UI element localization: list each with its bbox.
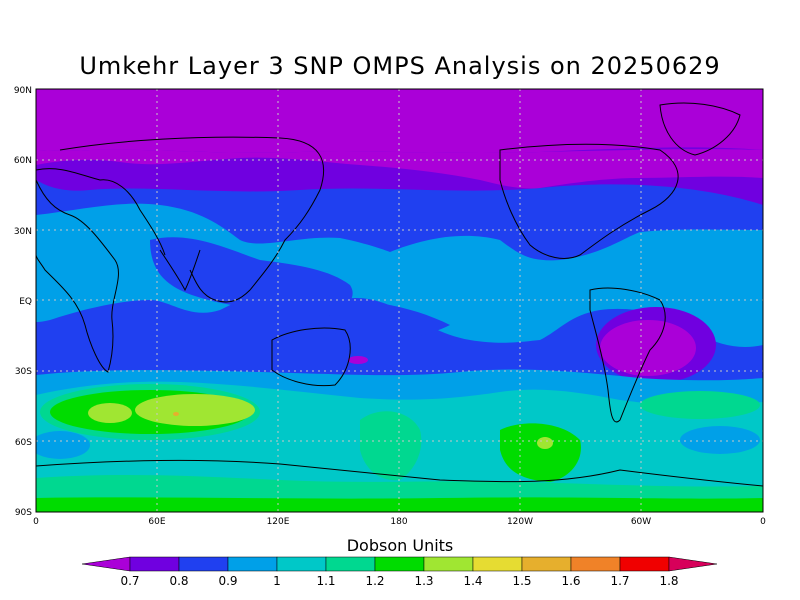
colorbar-swatch [325, 556, 376, 572]
coastlines [36, 102, 763, 487]
colorbar-label: 1.7 [610, 574, 629, 588]
y-axis: 90N 60N 30N EQ 30S 60S 90S [14, 86, 32, 518]
gridlines [36, 89, 763, 512]
x-tick-label: 180 [390, 517, 407, 527]
y-tick-label: EQ [19, 297, 32, 307]
colorbar-label: 1.2 [365, 574, 384, 588]
x-tick-label: 120W [507, 517, 533, 527]
colorbar-swatch [276, 556, 327, 572]
colorbar-swatch [178, 556, 229, 572]
y-tick-label: 30S [15, 367, 32, 377]
y-tick-label: 90N [14, 86, 32, 96]
colorbar-swatch [129, 556, 180, 572]
plot-frame [35, 88, 764, 513]
colorbar-min-arrow [81, 556, 131, 572]
x-tick-label: 60E [148, 517, 165, 527]
colorbar-label: 1 [273, 574, 281, 588]
colorbar: 0.7 0.8 0.9 1 1.1 1.2 1.3 1.4 1.5 1.6 1.7 1.8 [81, 556, 718, 588]
colorbar-label: 1.3 [414, 574, 433, 588]
colorbar-label: 0.7 [120, 574, 139, 588]
y-tick-label: 30N [14, 227, 32, 237]
colorbar-label: 1.6 [561, 574, 580, 588]
y-tick-label: 60S [15, 438, 32, 448]
map-title: Umkehr Layer 3 SNP OMPS Analysis on 2025… [79, 52, 721, 80]
colorbar-max-arrow [668, 556, 718, 572]
colorbar-swatch [227, 556, 278, 572]
x-tick-label: 60W [631, 517, 651, 527]
colorbar-swatch [570, 556, 621, 572]
x-tick-label: 120E [267, 517, 290, 527]
colorbar-swatch [521, 556, 572, 572]
x-tick-label: 0 [33, 517, 39, 527]
colorbar-swatch [374, 556, 425, 572]
colorbar-swatch [619, 556, 670, 572]
x-tick-label: 0 [760, 517, 766, 527]
x-axis: 0 60E 120E 180 120W 60W 0 [33, 517, 766, 527]
colorbar-label: 1.5 [512, 574, 531, 588]
colorbar-label: 1.1 [316, 574, 335, 588]
colorbar-label: 1.8 [659, 574, 678, 588]
colorbar-swatch [472, 556, 523, 572]
y-tick-label: 90S [15, 508, 32, 518]
colorbar-title: Dobson Units [346, 536, 454, 555]
colorbar-label: 0.8 [169, 574, 188, 588]
y-tick-label: 60N [14, 156, 32, 166]
colorbar-label: 1.4 [463, 574, 482, 588]
colorbar-label: 0.9 [218, 574, 237, 588]
colorbar-swatch [423, 556, 474, 572]
